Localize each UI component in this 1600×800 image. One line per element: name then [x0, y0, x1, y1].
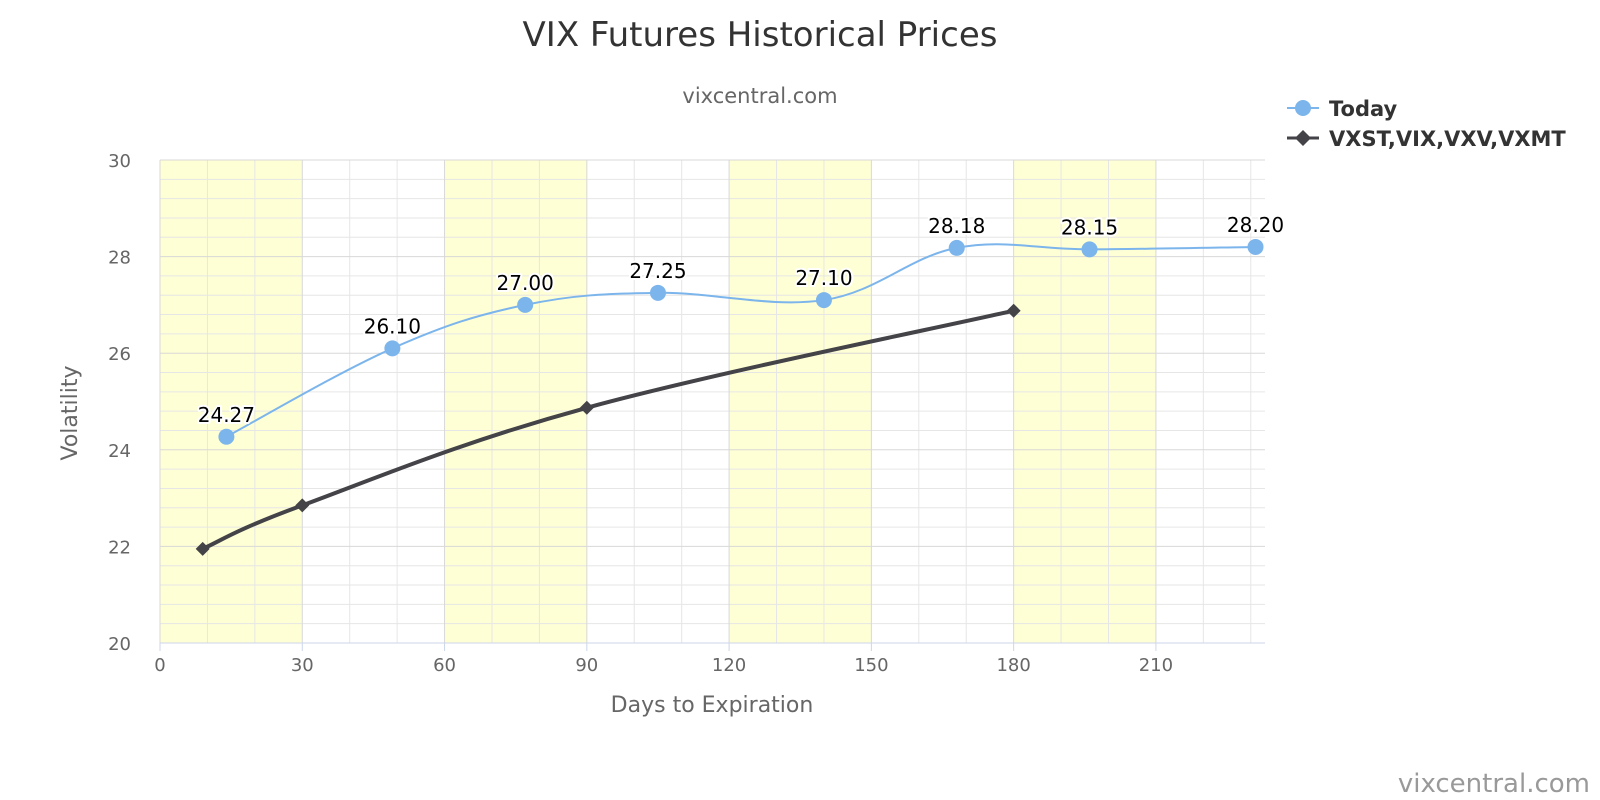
y-tick-label-20: 20: [108, 634, 131, 655]
data-labels: 24.27 26.10 27.00 27.25 27.10 28.18 28.15 28.20: [196, 211, 1286, 429]
chart-title: VIX Futures Historical Prices: [523, 15, 998, 55]
credit-text[interactable]: vixcentral.com: [1398, 769, 1590, 799]
series-1-point-3: [1006, 303, 1021, 318]
x-tick-label-60: 60: [433, 655, 456, 676]
series-0-point-0: [218, 428, 235, 445]
data-label-0: 24.27: [198, 403, 255, 427]
series-0-point-7: [1247, 238, 1264, 255]
y-tick-label-28: 28: [108, 248, 131, 269]
series-0: [218, 238, 1264, 445]
data-label-1: 26.10: [364, 314, 421, 338]
legend-item-today[interactable]: Today: [1287, 97, 1398, 121]
series-layer: [195, 238, 1264, 556]
series-1-point-1: [295, 498, 310, 513]
y-tick-label-24: 24: [108, 441, 131, 462]
legend-item-term-structure[interactable]: VXST,VIX,VXV,VXMT: [1287, 127, 1566, 151]
data-label-2: 27.00: [497, 271, 554, 295]
plot-band-0: [160, 160, 303, 643]
series-0-point-1: [384, 340, 401, 357]
chart-subtitle: vixcentral.com: [682, 84, 837, 108]
plot-band-2: [729, 160, 872, 643]
series-line-1: [200, 308, 1016, 551]
y-axis-title: Volatility: [58, 365, 83, 460]
x-tick-label-0: 0: [154, 655, 165, 676]
legend-label-today: Today: [1329, 97, 1398, 121]
series-0-point-2: [517, 296, 534, 313]
legend-marker-term-structure: [1295, 130, 1311, 146]
x-tick-label-150: 150: [854, 655, 888, 676]
series-0-point-5: [948, 239, 965, 256]
x-tick-label-30: 30: [291, 655, 314, 676]
series-1-point-2: [579, 400, 594, 415]
series-0-point-3: [649, 284, 666, 301]
plot-band-1: [444, 160, 587, 643]
data-label-5: 28.18: [928, 214, 985, 238]
series-0-point-4: [815, 292, 832, 309]
y-tick-label-30: 30: [108, 151, 131, 172]
y-tick-label-26: 26: [108, 344, 131, 365]
series-1: [195, 303, 1021, 556]
data-label-7: 28.20: [1227, 213, 1284, 237]
plot-band-3: [1013, 160, 1156, 643]
plot-bands: [160, 160, 1156, 643]
series-1-point-0: [195, 541, 210, 556]
data-label-4: 27.10: [795, 266, 852, 290]
minor-grid: [160, 160, 1265, 643]
legend-marker-today: [1295, 100, 1311, 116]
x-tick-label-90: 90: [575, 655, 598, 676]
y-tick-label-22: 22: [108, 537, 131, 558]
x-tick-label-210: 210: [1139, 655, 1173, 676]
x-axis-title: Days to Expiration: [611, 693, 814, 718]
data-label-6: 28.15: [1061, 215, 1118, 239]
x-tick-label-180: 180: [996, 655, 1030, 676]
x-axis-ticks: 0 30 60 90 120 150 180 210: [154, 643, 1173, 676]
data-label-3: 27.25: [629, 259, 686, 283]
legend-label-term-structure: VXST,VIX,VXV,VXMT: [1329, 127, 1566, 151]
series-0-point-6: [1081, 241, 1098, 258]
y-axis-ticks: 20 22 24 26 28 30: [108, 151, 131, 655]
legend: Today VXST,VIX,VXV,VXMT: [1287, 97, 1566, 151]
x-tick-label-120: 120: [712, 655, 746, 676]
